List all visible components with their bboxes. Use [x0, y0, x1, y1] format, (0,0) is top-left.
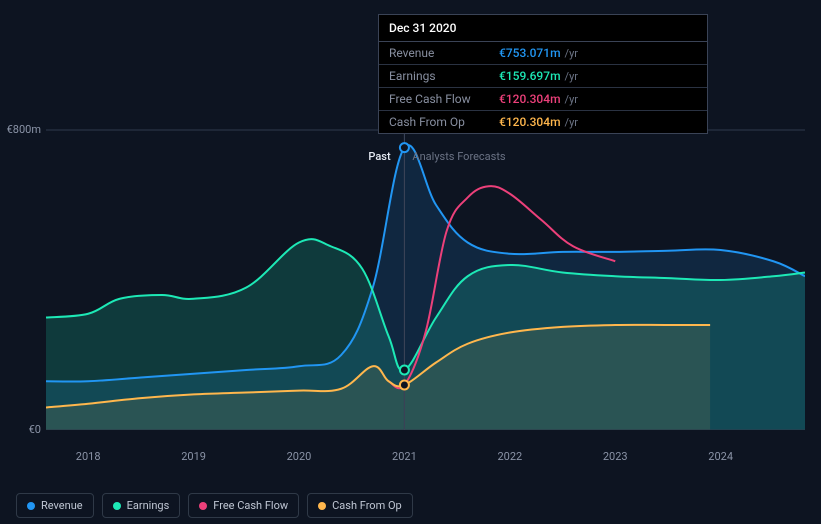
legend-dot: [113, 502, 121, 510]
tooltip-row: Free Cash Flow€120.304m/yr: [379, 88, 707, 111]
legend-dot: [318, 502, 326, 510]
legend-item[interactable]: Revenue: [16, 493, 94, 518]
tooltip-metric-value: €120.304m: [499, 92, 561, 106]
tooltip-row: Earnings€159.697m/yr: [379, 65, 707, 88]
legend-label: Cash From Op: [332, 499, 402, 512]
tooltip-metric-unit: /yr: [565, 70, 578, 83]
tooltip-metric-label: Cash From Op: [389, 115, 499, 129]
tooltip-metric-unit: /yr: [565, 47, 578, 60]
chart-container: €0€800m 2018201920202021202220232024 Pas…: [16, 120, 805, 470]
tooltip-metric-value: €159.697m: [499, 69, 561, 83]
forecast-label: Analysts Forecasts: [412, 150, 505, 163]
legend-dot: [199, 502, 207, 510]
past-label: Past: [368, 150, 390, 163]
tooltip-metric-unit: /yr: [565, 93, 578, 106]
chart-marker: [400, 381, 409, 390]
tooltip-metric-label: Free Cash Flow: [389, 92, 499, 106]
x-axis-label: 2023: [595, 450, 635, 463]
legend-item[interactable]: Cash From Op: [307, 493, 413, 518]
tooltip-row: Cash From Op€120.304m/yr: [379, 111, 707, 133]
chart-marker: [400, 366, 409, 375]
tooltip-metric-label: Earnings: [389, 69, 499, 83]
tooltip-metric-value: €753.071m: [499, 46, 561, 60]
legend-dot: [27, 502, 35, 510]
y-axis-label: €0: [29, 423, 41, 436]
x-axis-label: 2020: [279, 450, 319, 463]
x-axis-label: 2022: [490, 450, 530, 463]
x-axis-label: 2018: [68, 450, 108, 463]
legend-label: Revenue: [41, 499, 83, 512]
legend-item[interactable]: Earnings: [102, 493, 181, 518]
chart-plot[interactable]: [46, 120, 805, 430]
x-axis-label: 2019: [174, 450, 214, 463]
legend-item[interactable]: Free Cash Flow: [188, 493, 299, 518]
chart-marker: [400, 143, 409, 152]
y-axis-label: €800m: [7, 123, 41, 136]
tooltip-metric-unit: /yr: [565, 116, 578, 129]
legend-label: Free Cash Flow: [213, 499, 288, 512]
x-axis-label: 2021: [384, 450, 424, 463]
tooltip-metric-label: Revenue: [389, 46, 499, 60]
x-axis-label: 2024: [701, 450, 741, 463]
legend-label: Earnings: [127, 499, 170, 512]
tooltip-metric-value: €120.304m: [499, 115, 561, 129]
tooltip-date: Dec 31 2020: [379, 15, 707, 42]
tooltip-row: Revenue€753.071m/yr: [379, 42, 707, 65]
chart-legend: Revenue Earnings Free Cash Flow Cash From O…: [16, 493, 413, 518]
chart-tooltip: Dec 31 2020 Revenue€753.071m/yrEarnings€…: [378, 14, 708, 134]
